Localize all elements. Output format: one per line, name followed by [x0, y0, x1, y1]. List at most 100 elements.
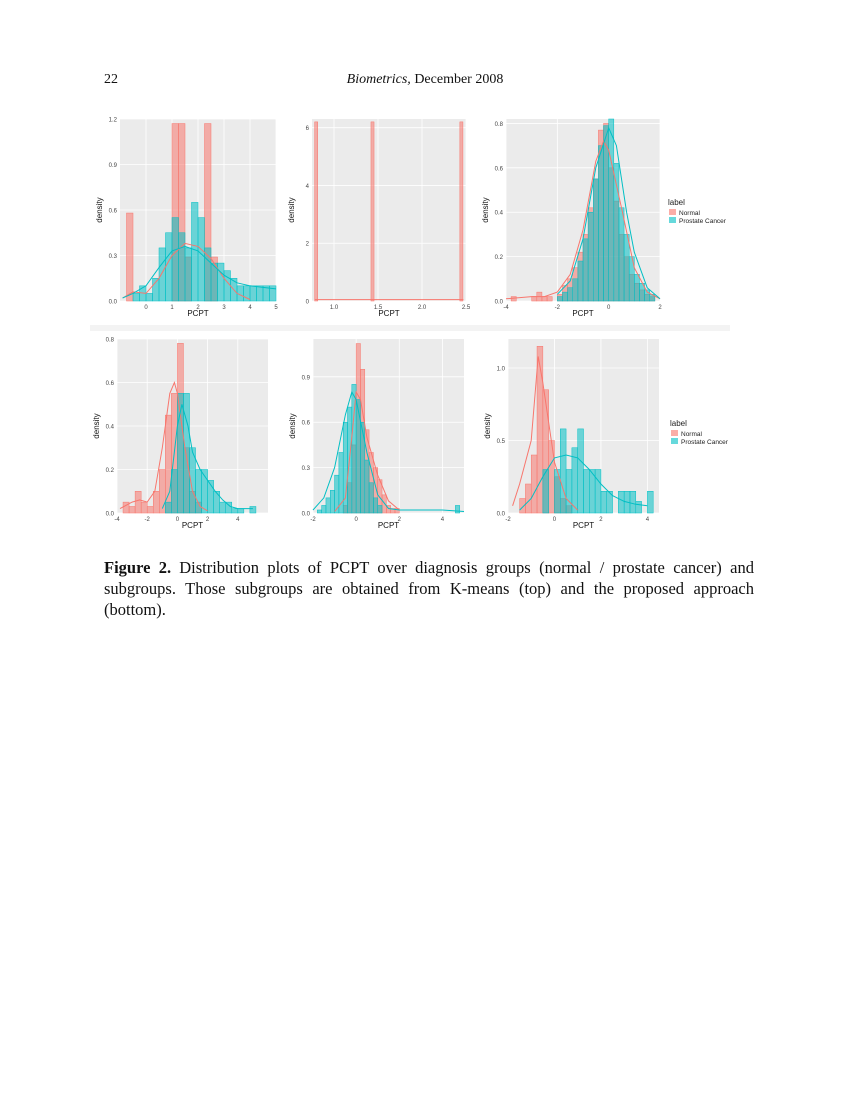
histogram-bar: [368, 482, 374, 514]
histogram-bar: [351, 384, 357, 514]
histogram-bar: [152, 491, 160, 514]
y-tick-label: 0.5: [497, 439, 506, 445]
histogram-bar: [158, 247, 166, 302]
histogram-bar: [583, 469, 590, 514]
x-tick-label: 2: [658, 305, 662, 311]
x-tick-label: 0: [553, 517, 557, 523]
x-tick-label: -2: [145, 517, 151, 523]
y-tick-label: 4: [306, 184, 310, 190]
plot-background: [312, 119, 466, 301]
histogram-bar: [191, 202, 199, 302]
journal-name: Biometrics,: [346, 72, 411, 87]
x-tick-label: -2: [505, 517, 511, 523]
y-tick-label: 0.9: [109, 163, 118, 169]
histogram-bar: [594, 469, 602, 514]
y-tick-label: 0.8: [495, 122, 504, 128]
histogram-bar: [548, 440, 555, 514]
y-tick-label: 1.2: [109, 118, 118, 124]
histogram-bar: [618, 491, 625, 514]
histogram-panel-2: 0 2 4 6 1.0 1.5 2.0 2.5 PCPT density: [287, 119, 471, 318]
y-axis-label: density: [483, 413, 492, 438]
histogram-bar: [587, 211, 594, 302]
histogram-panel-5: 0.0 0.3 0.6 0.9 -2 0 2 4 PCPT density: [288, 339, 465, 530]
legend-key-cancer: [671, 438, 678, 444]
x-tick-label: 1.0: [330, 305, 339, 311]
histogram-bar: [600, 491, 607, 514]
y-tick-label: 0.2: [106, 468, 115, 474]
histogram-bar: [623, 234, 630, 302]
histogram-bar: [314, 121, 318, 302]
x-tick-label: 4: [248, 305, 252, 311]
x-tick-label: 4: [646, 517, 650, 523]
x-axis-label: PCPT: [182, 521, 203, 530]
density-curve: [556, 126, 661, 300]
y-axis-label: density: [481, 197, 490, 222]
density-curve: [312, 390, 465, 512]
histogram-bar: [542, 469, 549, 514]
y-tick-label: 0.3: [302, 466, 311, 472]
histogram-bar: [219, 501, 226, 514]
legend-title: label: [668, 198, 685, 207]
density-curve: [505, 140, 661, 300]
x-tick-label: 1.5: [374, 305, 383, 311]
histogram-bar: [525, 483, 532, 514]
y-tick-label: 0.6: [106, 381, 115, 387]
histogram-bar: [171, 217, 179, 302]
histogram-bar: [364, 459, 370, 514]
histogram-bar: [146, 506, 154, 514]
histogram-bar: [536, 346, 544, 514]
y-tick-label: 0.0: [109, 300, 118, 306]
x-tick-label: 1: [170, 305, 174, 311]
histogram-bar: [565, 469, 573, 514]
histogram-bar: [593, 178, 599, 302]
legend-label-cancer: Prostate Cancer: [681, 439, 729, 446]
y-tick-label: 0.3: [109, 254, 118, 260]
histogram-bar: [197, 217, 205, 302]
y-tick-label: 0.4: [106, 425, 115, 431]
caption-text: Distribution plots of PCPT over diagnosi…: [104, 558, 754, 619]
y-tick-label: 0: [306, 300, 310, 306]
histogram-panel-3: 0.0 0.2 0.4 0.6 0.8 -4 -2 0 2 PCPT density: [481, 118, 662, 318]
histogram-bar: [557, 296, 563, 302]
y-tick-label: 0.0: [495, 300, 504, 306]
y-tick-label: 0.2: [495, 255, 504, 261]
histogram-bar: [178, 232, 186, 302]
histogram-bar: [577, 428, 584, 514]
histogram-bar: [618, 207, 625, 302]
x-tick-label: -2: [555, 305, 561, 311]
histogram-bar: [249, 506, 257, 514]
x-tick-label: 0: [176, 517, 180, 523]
y-tick-label: 2: [306, 242, 310, 248]
histogram-bar: [317, 509, 322, 514]
histogram-bar: [231, 508, 239, 514]
histogram-bar: [225, 501, 233, 514]
histogram-bar: [165, 232, 173, 302]
y-tick-label: 6: [306, 126, 310, 132]
histogram-bar: [598, 145, 604, 302]
x-axis-label: PCPT: [378, 521, 399, 530]
y-tick-label: 0.0: [302, 512, 311, 518]
histogram-panel-4: 0.0 0.2 0.4 0.6 0.8 -4 -2 0 2 4 PCPT density: [92, 338, 268, 530]
x-tick-label: 5: [274, 305, 278, 311]
histogram-bar: [126, 212, 134, 302]
caption-label: Figure 2.: [104, 558, 172, 577]
histogram-bar: [562, 291, 568, 302]
histogram-bar: [370, 121, 375, 302]
x-tick-label: 0: [144, 305, 148, 311]
histogram-panel-6: 0.0 0.5 1.0 -2 0 2 4 PCPT density: [483, 339, 659, 530]
histogram-bar: [256, 285, 264, 302]
y-tick-label: 0.6: [109, 209, 118, 215]
histogram-bar: [459, 121, 464, 302]
y-tick-label: 0.0: [497, 512, 506, 518]
histogram-bar: [217, 262, 225, 302]
histogram-bar: [634, 274, 640, 302]
legend-label-normal: Normal: [681, 431, 703, 438]
histogram-bar: [325, 497, 331, 514]
histogram-bar: [455, 505, 460, 514]
histogram-bar: [530, 454, 538, 514]
density-curve: [334, 390, 400, 512]
histogram-bar: [132, 293, 140, 302]
x-axis-label: PCPT: [573, 521, 594, 530]
figure-caption: Figure 2. Distribution plots of PCPT over…: [104, 557, 754, 620]
figure-2: 0.0 0.3 0.6 0.9 1.2 0 1 2 3 4 5 PCPT density 0 2 4 6 1.0 1…: [92, 118, 729, 531]
